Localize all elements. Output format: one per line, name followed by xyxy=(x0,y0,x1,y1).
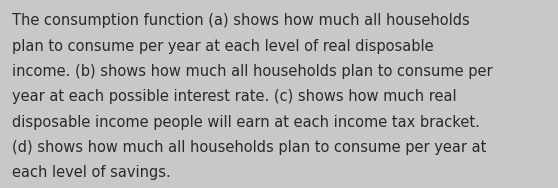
Text: (d) shows how much all households plan to consume per year at: (d) shows how much all households plan t… xyxy=(12,140,487,155)
Text: disposable income people will earn at each income tax bracket.: disposable income people will earn at ea… xyxy=(12,115,480,130)
Text: plan to consume per year at each level of real disposable: plan to consume per year at each level o… xyxy=(12,39,434,54)
Text: The consumption function (a) shows how much all households: The consumption function (a) shows how m… xyxy=(12,13,470,28)
Text: income. (b) shows how much all households plan to consume per: income. (b) shows how much all household… xyxy=(12,64,493,79)
Text: year at each possible interest rate. (c) shows how much real: year at each possible interest rate. (c)… xyxy=(12,89,457,104)
Text: each level of savings.: each level of savings. xyxy=(12,165,171,180)
